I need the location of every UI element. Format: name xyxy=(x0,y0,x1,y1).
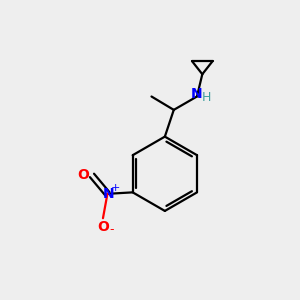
Text: N: N xyxy=(103,188,114,201)
Text: -: - xyxy=(110,223,114,236)
Text: O: O xyxy=(78,168,90,182)
Text: O: O xyxy=(98,220,110,233)
Text: N: N xyxy=(190,87,202,101)
Text: H: H xyxy=(202,91,211,104)
Text: +: + xyxy=(110,184,120,194)
